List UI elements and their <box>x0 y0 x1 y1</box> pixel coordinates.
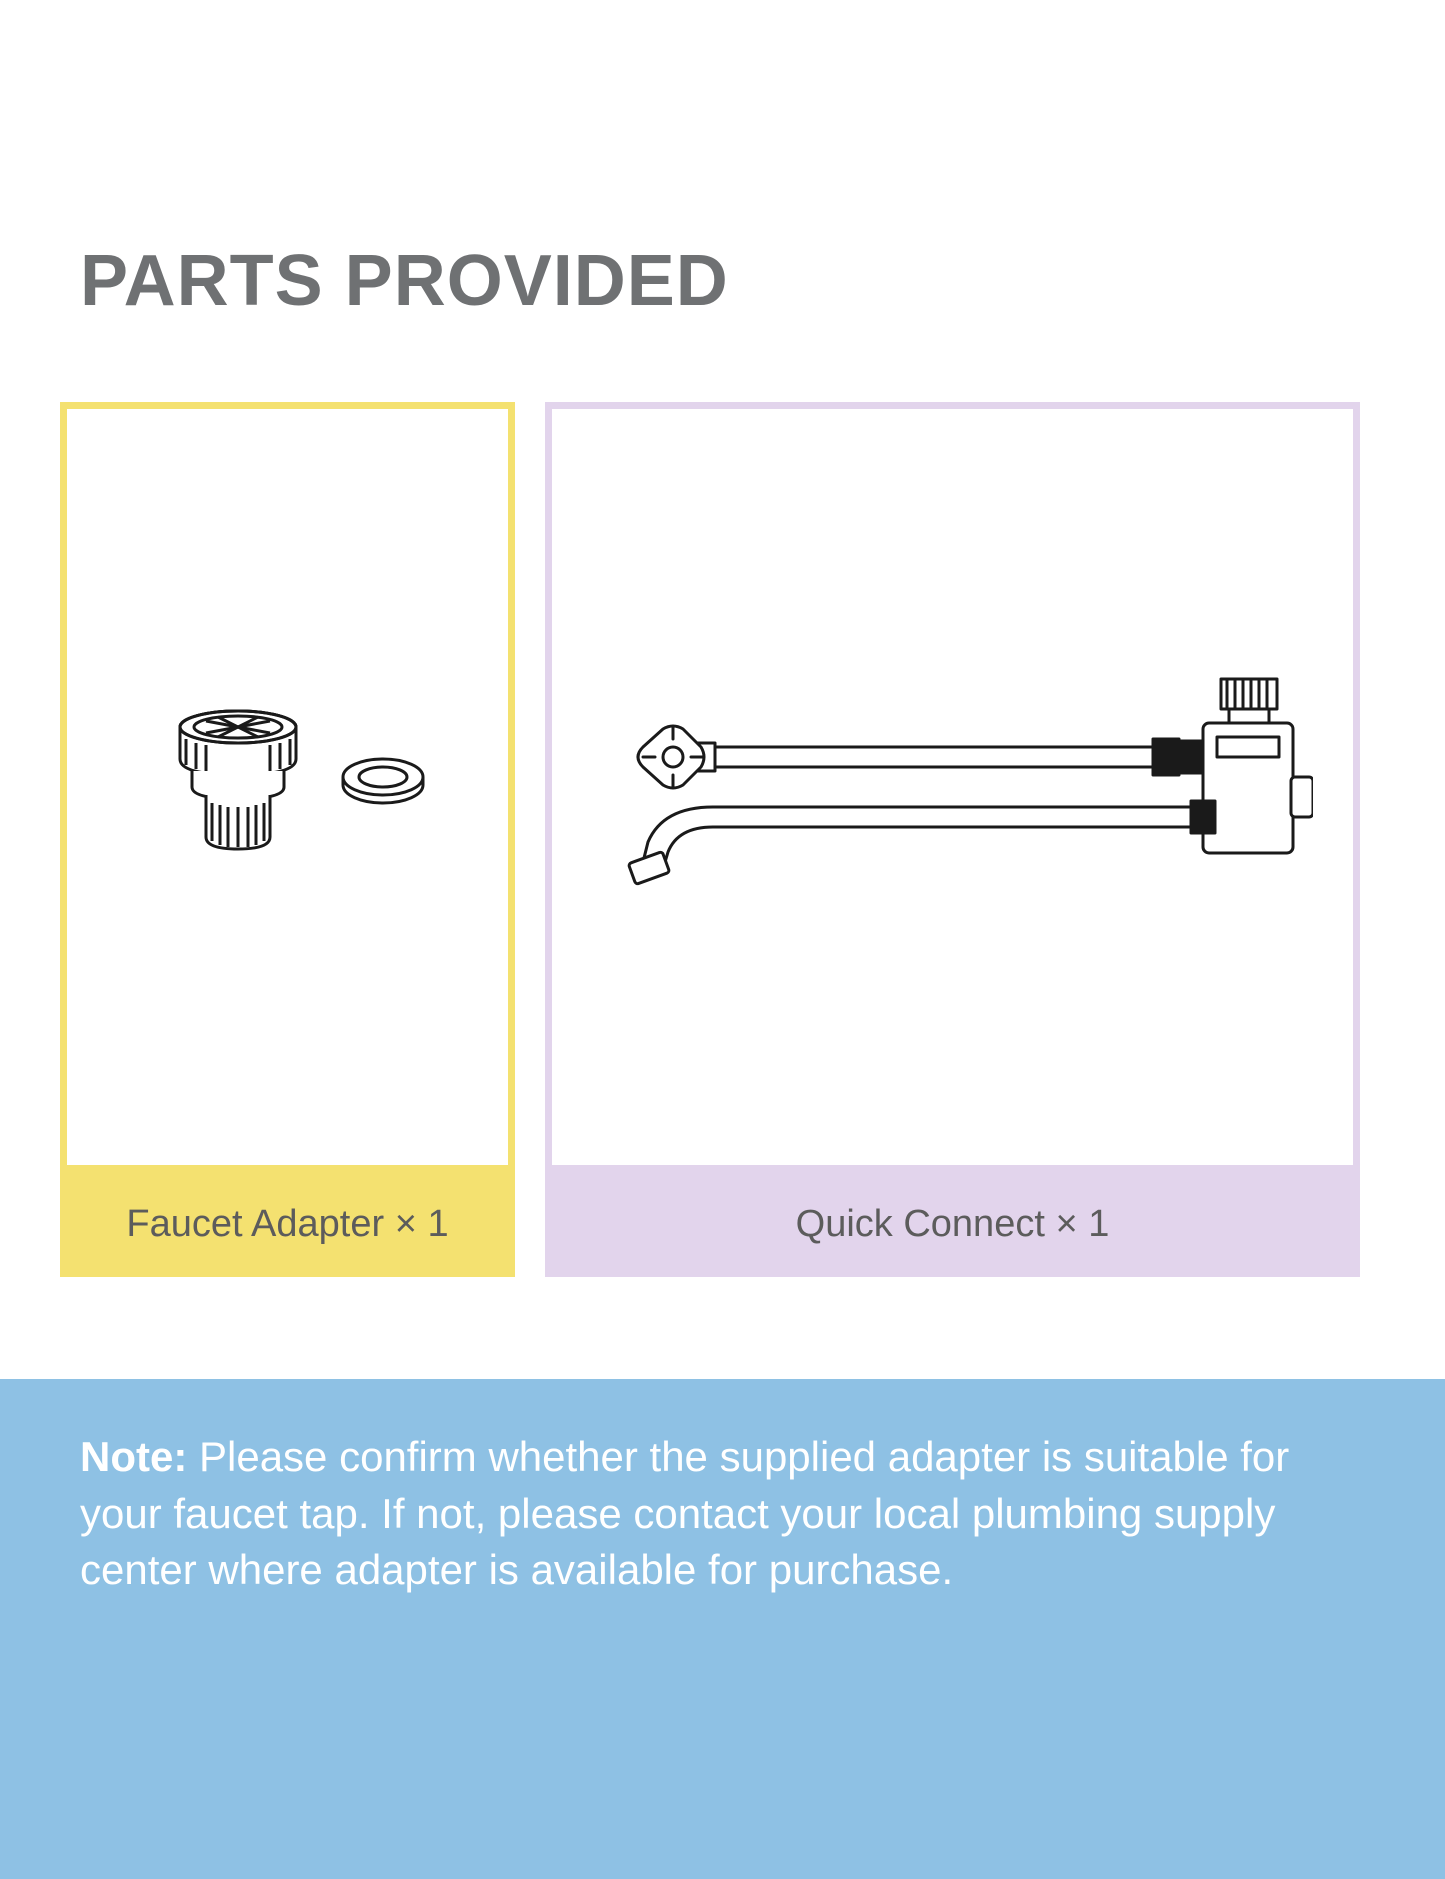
card-faucet-adapter-image <box>60 402 515 1172</box>
cards-row: Faucet Adapter × 1 <box>60 402 1385 1277</box>
note-box: Note: Please confirm whether the supplie… <box>0 1379 1445 1879</box>
quick-connect-icon <box>593 657 1313 917</box>
card-faucet-adapter-label-box: Faucet Adapter × 1 <box>60 1172 515 1277</box>
card-faucet-adapter: Faucet Adapter × 1 <box>60 402 515 1277</box>
card-quick-connect-label: Quick Connect × 1 <box>796 1203 1110 1246</box>
card-quick-connect-image <box>545 402 1360 1172</box>
note-text: Note: Please confirm whether the supplie… <box>80 1429 1365 1599</box>
card-quick-connect: Quick Connect × 1 <box>545 402 1360 1277</box>
page: PARTS PROVIDED <box>0 0 1445 1879</box>
note-body: Please confirm whether the supplied adap… <box>80 1433 1289 1593</box>
page-title: PARTS PROVIDED <box>80 240 1385 322</box>
card-faucet-adapter-label: Faucet Adapter × 1 <box>126 1203 448 1246</box>
note-prefix: Note: <box>80 1433 187 1480</box>
card-quick-connect-label-box: Quick Connect × 1 <box>545 1172 1360 1277</box>
faucet-adapter-icon <box>128 687 448 887</box>
